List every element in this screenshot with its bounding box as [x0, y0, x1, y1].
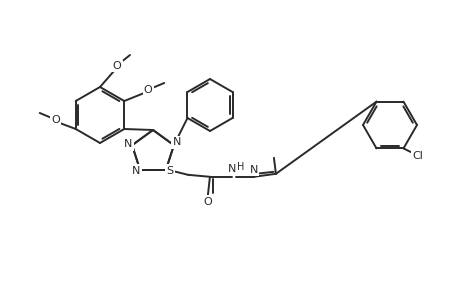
- Text: O: O: [112, 61, 121, 71]
- Text: N: N: [249, 165, 257, 175]
- Text: N: N: [132, 166, 140, 176]
- Text: O: O: [144, 85, 152, 95]
- Text: N: N: [173, 137, 181, 147]
- Text: N: N: [123, 139, 132, 149]
- Text: S: S: [166, 166, 173, 176]
- Text: Cl: Cl: [411, 152, 422, 161]
- Text: N: N: [227, 164, 235, 174]
- Text: H: H: [237, 162, 244, 172]
- Text: O: O: [203, 197, 212, 207]
- Text: O: O: [51, 115, 60, 125]
